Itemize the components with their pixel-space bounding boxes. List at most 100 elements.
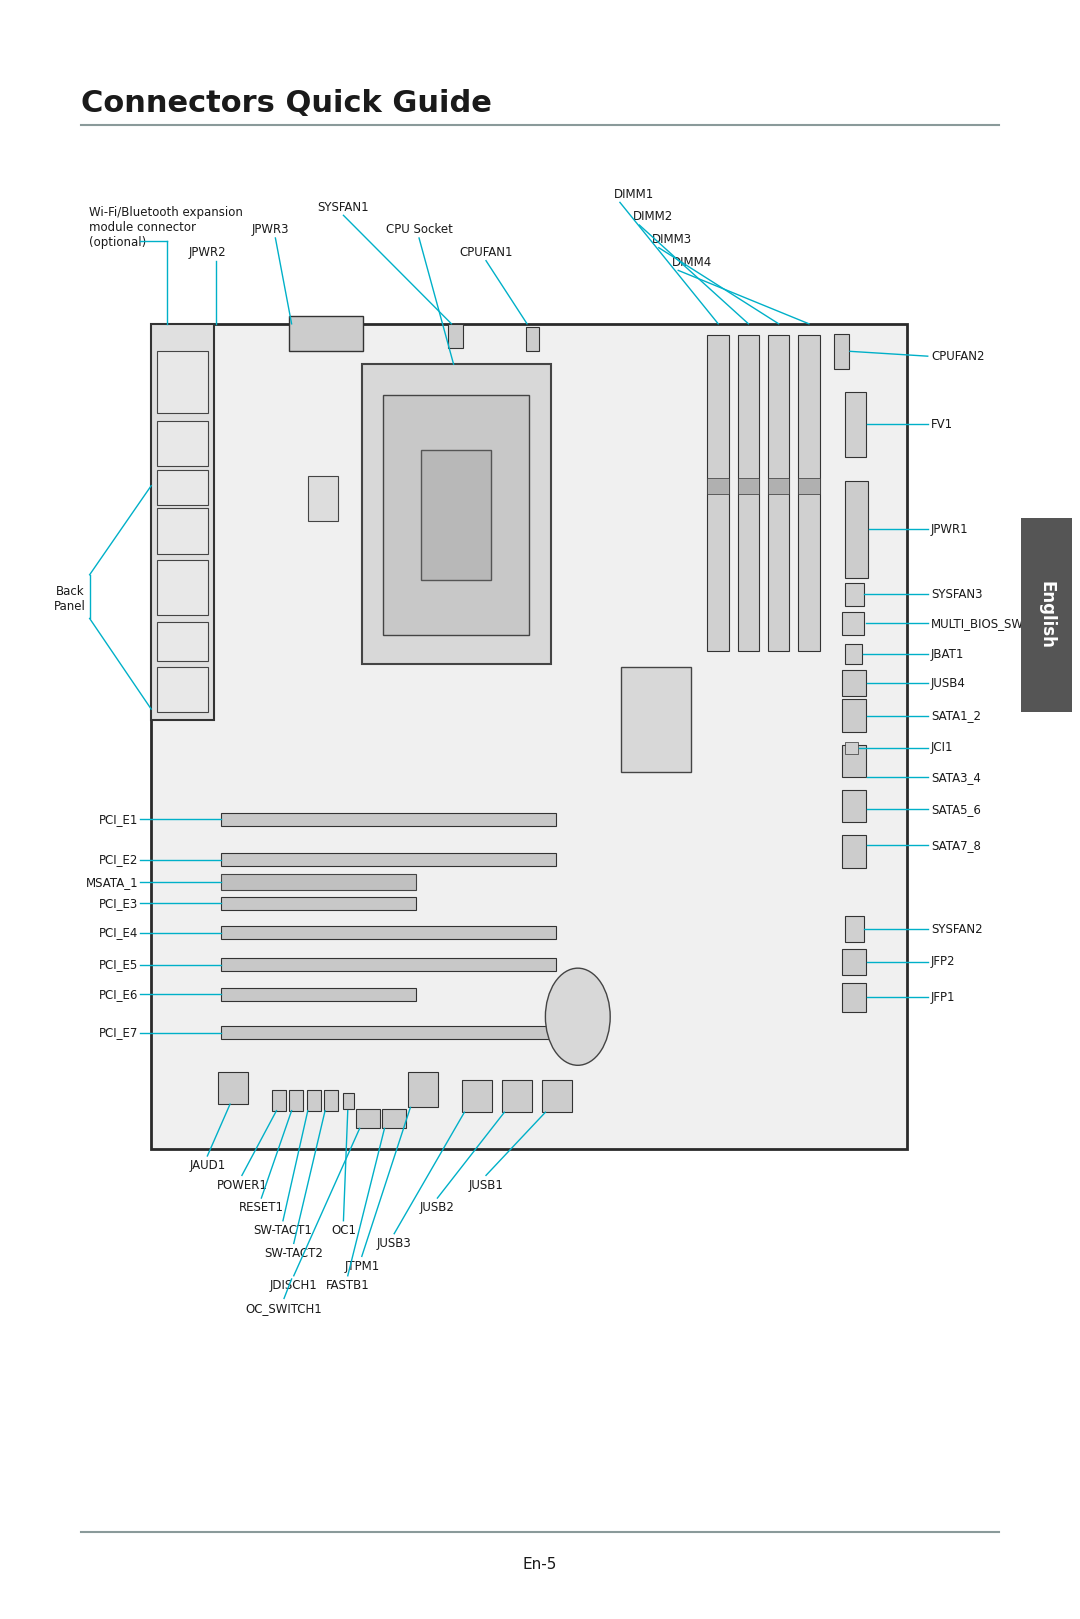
Text: SATA3_4: SATA3_4: [931, 771, 981, 784]
Bar: [842, 612, 864, 635]
Text: SATA7_8: SATA7_8: [931, 839, 981, 852]
Bar: [738, 335, 759, 651]
Bar: [218, 1072, 248, 1104]
Bar: [308, 476, 338, 521]
Bar: [151, 324, 907, 1149]
Bar: [842, 983, 866, 1012]
Bar: [383, 395, 529, 635]
Bar: [356, 1109, 380, 1128]
Bar: [362, 364, 551, 664]
Text: JUSB2: JUSB2: [420, 1201, 455, 1214]
Text: En-5: En-5: [523, 1557, 557, 1572]
Text: DIMM2: DIMM2: [633, 210, 673, 223]
Text: POWER1: POWER1: [216, 1179, 268, 1192]
Bar: [221, 874, 416, 890]
Bar: [707, 478, 729, 494]
Bar: [845, 583, 864, 606]
Text: JBAT1: JBAT1: [931, 648, 964, 661]
Text: CPU Socket: CPU Socket: [386, 223, 453, 236]
Text: PCI_E5: PCI_E5: [99, 958, 138, 971]
Bar: [221, 988, 416, 1001]
Text: CPUFAN1: CPUFAN1: [459, 246, 513, 259]
Bar: [157, 560, 208, 615]
Bar: [842, 949, 866, 975]
Text: FV1: FV1: [931, 418, 953, 431]
Circle shape: [545, 968, 610, 1065]
Text: MSATA_1: MSATA_1: [85, 876, 138, 889]
Bar: [157, 351, 208, 413]
Text: JPWR2: JPWR2: [189, 246, 226, 259]
Text: DIMM1: DIMM1: [613, 188, 653, 201]
Text: JAUD1: JAUD1: [189, 1159, 226, 1172]
Bar: [221, 813, 556, 826]
Bar: [157, 421, 208, 466]
Text: MULTI_BIOS_SWITCH1: MULTI_BIOS_SWITCH1: [931, 617, 1058, 630]
Text: PCI_E7: PCI_E7: [99, 1026, 138, 1039]
Bar: [502, 1080, 532, 1112]
Bar: [221, 926, 556, 939]
Text: SW-TACT2: SW-TACT2: [265, 1247, 323, 1260]
Bar: [408, 1072, 438, 1107]
Bar: [842, 835, 866, 868]
Bar: [842, 699, 866, 732]
Text: PCI_E2: PCI_E2: [99, 853, 138, 866]
Bar: [845, 916, 864, 942]
Bar: [842, 790, 866, 822]
Text: FASTB1: FASTB1: [326, 1279, 369, 1292]
Bar: [272, 1090, 286, 1111]
Bar: [542, 1080, 572, 1112]
Bar: [157, 622, 208, 661]
Text: RESET1: RESET1: [239, 1201, 284, 1214]
Text: OC1: OC1: [330, 1224, 356, 1237]
Text: SW-TACT1: SW-TACT1: [254, 1224, 312, 1237]
Text: SATA5_6: SATA5_6: [931, 803, 981, 816]
Text: SYSFAN2: SYSFAN2: [931, 923, 983, 936]
Text: JUSB3: JUSB3: [377, 1237, 411, 1250]
Bar: [307, 1090, 321, 1111]
Text: English: English: [1038, 581, 1055, 649]
Text: JCI1: JCI1: [931, 742, 954, 754]
Bar: [462, 1080, 492, 1112]
Bar: [221, 1026, 556, 1039]
Bar: [845, 742, 858, 754]
Bar: [157, 667, 208, 712]
Bar: [834, 334, 849, 369]
Bar: [842, 745, 866, 777]
Text: JPWR1: JPWR1: [931, 523, 969, 536]
Text: PCI_E4: PCI_E4: [99, 926, 138, 939]
Text: JFP2: JFP2: [931, 955, 956, 968]
Bar: [738, 478, 759, 494]
Bar: [798, 478, 820, 494]
Bar: [421, 450, 491, 580]
Bar: [845, 392, 866, 457]
Text: JDISCH1: JDISCH1: [270, 1279, 318, 1292]
Bar: [768, 478, 789, 494]
Text: SYSFAN3: SYSFAN3: [931, 588, 983, 601]
Bar: [157, 470, 208, 505]
Text: SYSFAN1: SYSFAN1: [318, 201, 369, 214]
Bar: [343, 1093, 354, 1109]
Text: PCI_E3: PCI_E3: [99, 897, 138, 910]
Bar: [151, 324, 214, 720]
Bar: [798, 335, 820, 651]
Text: DIMM3: DIMM3: [652, 233, 692, 246]
Bar: [157, 508, 208, 554]
Text: SATA1_2: SATA1_2: [931, 709, 981, 722]
Bar: [382, 1109, 406, 1128]
Bar: [221, 958, 556, 971]
Bar: [621, 667, 691, 772]
Bar: [845, 644, 862, 664]
Bar: [707, 335, 729, 651]
Bar: [289, 1090, 303, 1111]
Bar: [842, 670, 866, 696]
Text: OC_SWITCH1: OC_SWITCH1: [245, 1302, 323, 1315]
Text: JFP1: JFP1: [931, 991, 956, 1004]
Bar: [324, 1090, 338, 1111]
Bar: [768, 335, 789, 651]
Text: JPWR3: JPWR3: [252, 223, 288, 236]
Text: JUSB1: JUSB1: [469, 1179, 503, 1192]
Bar: [221, 853, 556, 866]
Bar: [448, 324, 463, 348]
Text: PCI_E1: PCI_E1: [99, 813, 138, 826]
Text: Connectors Quick Guide: Connectors Quick Guide: [81, 89, 491, 118]
